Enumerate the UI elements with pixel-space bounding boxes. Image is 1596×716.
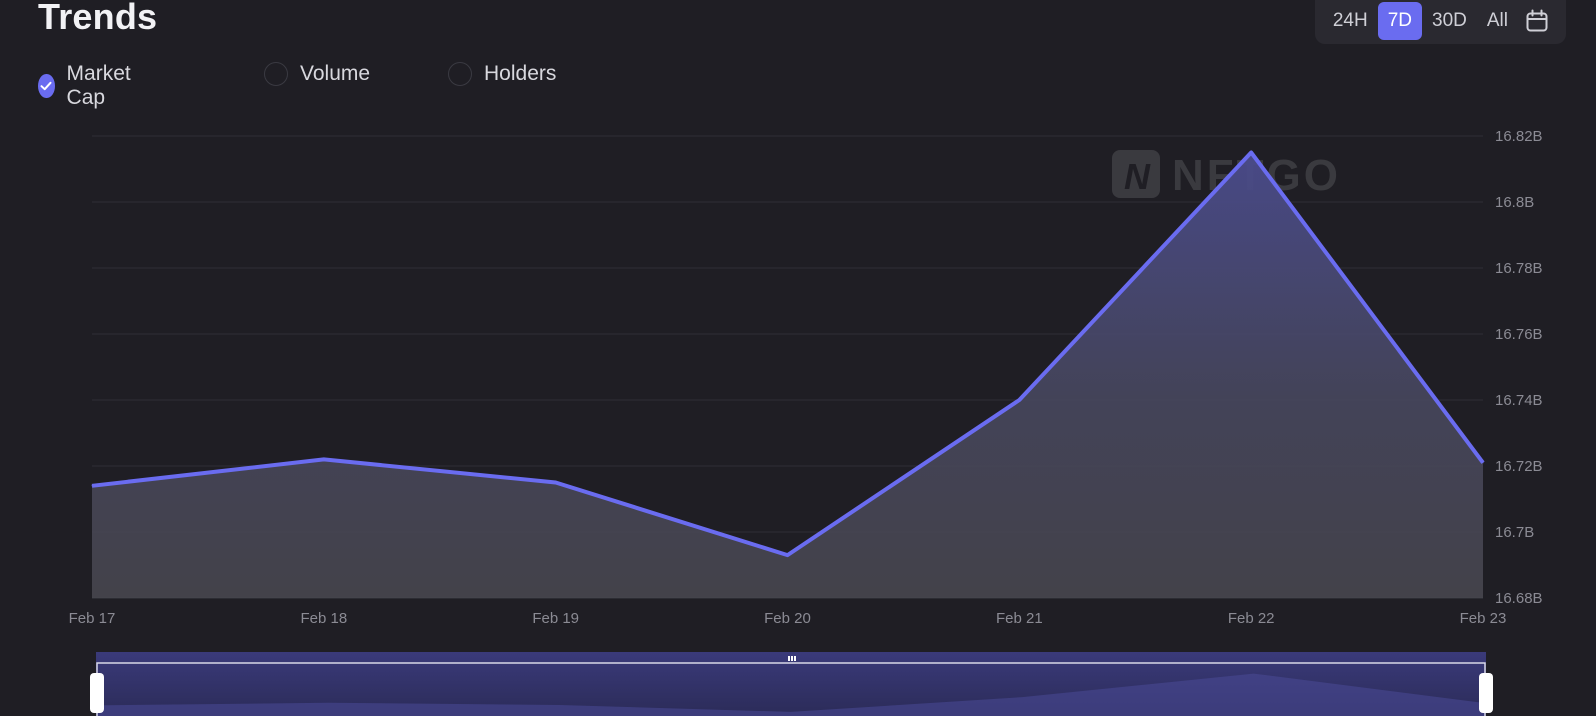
radio-icon [448, 62, 472, 86]
nftgo-logo-icon [1112, 150, 1160, 198]
page-title: Trends [38, 0, 158, 37]
legend-label-volume: Volume [300, 62, 371, 85]
svg-text:N: N [1124, 156, 1151, 197]
y-tick-label: 16.7B [1495, 524, 1534, 541]
y-tick-label: 16.8B [1495, 194, 1534, 211]
area-fill [92, 152, 1483, 598]
x-tick-label: Feb 17 [69, 610, 116, 627]
data-point [91, 485, 93, 487]
data-point [1250, 152, 1252, 153]
check-icon [38, 74, 55, 98]
y-tick-label: 16.82B [1495, 128, 1543, 145]
x-tick-label: Feb 18 [300, 610, 347, 627]
data-point [323, 458, 325, 460]
y-tick-label: 16.68B [1495, 590, 1543, 607]
data-point [1018, 399, 1020, 401]
range-button-all[interactable]: All [1486, 10, 1508, 31]
data-point [555, 482, 557, 483]
navigator-right-handle[interactable] [1479, 673, 1493, 713]
range-button-24h[interactable]: 24H [1332, 10, 1368, 31]
time-range-selector: 24H 7D 30D All [1314, 0, 1566, 44]
y-tick-label: 16.72B [1495, 458, 1543, 475]
y-tick-label: 16.76B [1495, 326, 1543, 343]
navigator-area [97, 673, 1485, 716]
legend-item-market-cap[interactable]: Market Cap [38, 62, 138, 110]
y-tick-label: 16.74B [1495, 392, 1543, 409]
x-tick-label: Feb 19 [532, 610, 579, 627]
data-point [787, 554, 788, 556]
radio-icon [264, 62, 288, 86]
x-tick-label: Feb 23 [1460, 610, 1507, 627]
legend-label-holders: Holders [484, 62, 557, 85]
x-tick-label: Feb 20 [764, 610, 811, 627]
data-point [1482, 462, 1484, 464]
x-tick-label: Feb 21 [996, 610, 1043, 627]
range-button-30d[interactable]: 30D [1432, 10, 1467, 31]
legend-label-market-cap: Market Cap [66, 62, 131, 109]
legend-item-volume[interactable]: Volume [264, 62, 370, 86]
navigator-grip-icon [788, 656, 796, 661]
navigator-left-handle[interactable] [90, 673, 104, 713]
y-tick-label: 16.78B [1495, 260, 1543, 277]
range-button-7d[interactable]: 7D [1377, 2, 1423, 40]
x-tick-label: Feb 22 [1228, 610, 1275, 627]
legend-item-holders[interactable]: Holders [448, 62, 556, 86]
calendar-icon[interactable] [1518, 2, 1556, 40]
range-navigator[interactable] [90, 652, 1493, 716]
